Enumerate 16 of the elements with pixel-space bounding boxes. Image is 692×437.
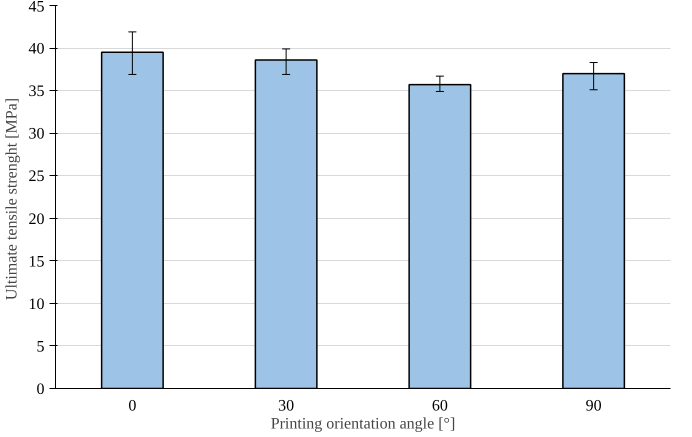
y-tick-label: 25 <box>28 168 44 186</box>
x-tick-label: 30 <box>278 398 294 414</box>
y-tick-label: 30 <box>28 126 44 143</box>
y-tick-label: 40 <box>28 40 44 58</box>
y-tick-label: 35 <box>28 83 44 100</box>
y-axis-title: Ultimate tensile strenght [MPa] <box>4 98 20 300</box>
y-tick-label: 20 <box>28 210 44 228</box>
y-tick-label: 15 <box>28 253 44 270</box>
y-tick-label: 10 <box>28 296 44 313</box>
y-tick-label: 5 <box>36 338 44 356</box>
y-tick-label: 0 <box>36 381 44 398</box>
x-axis-title: Printing orientation angle [°] <box>270 416 456 432</box>
x-tick-label: 90 <box>586 398 602 414</box>
x-tick-label: 60 <box>432 398 448 414</box>
x-tick-label: 0 <box>128 398 136 414</box>
y-tick-label: 45 <box>28 0 44 16</box>
